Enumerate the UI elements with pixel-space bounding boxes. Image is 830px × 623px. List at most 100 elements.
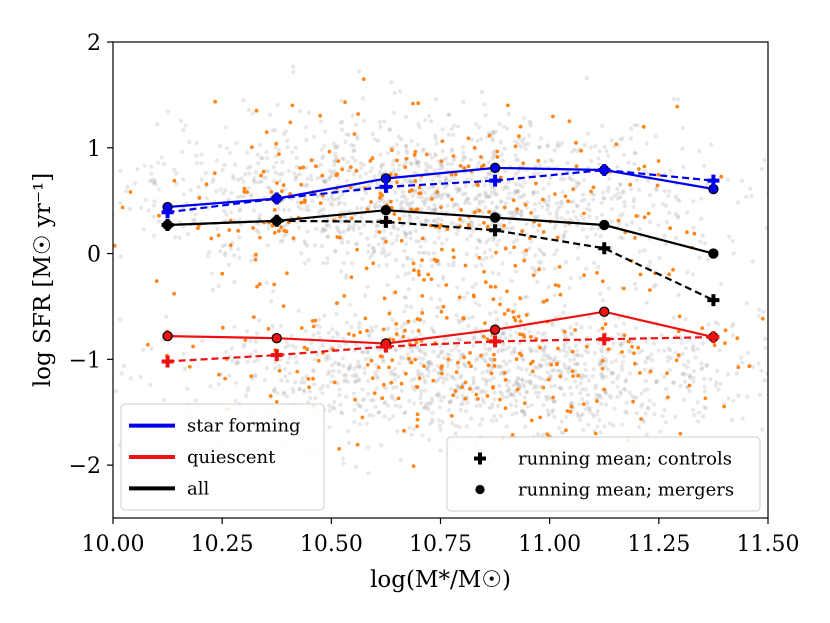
cloud-point	[509, 210, 514, 215]
cloud-point	[417, 272, 421, 277]
cloud-point	[559, 419, 565, 424]
cloud-point	[272, 388, 277, 393]
cloud-point	[412, 268, 416, 273]
cloud-point	[410, 193, 415, 198]
cloud-point	[516, 169, 521, 175]
cloud-point	[321, 178, 326, 183]
cloud-point	[264, 366, 269, 371]
cloud-point	[794, 356, 798, 360]
cloud-point	[458, 375, 463, 380]
cloud-point	[492, 235, 497, 240]
cloud-point	[442, 395, 447, 400]
cloud-point	[620, 367, 625, 372]
cloud-point	[795, 377, 799, 381]
cloud-point	[493, 192, 498, 197]
series-layer	[161, 162, 720, 368]
cloud-point	[335, 235, 340, 239]
cloud-point	[580, 192, 586, 197]
cloud-point	[257, 282, 262, 286]
cloud-point	[507, 388, 512, 393]
cloud-point	[574, 203, 579, 208]
cloud-point	[165, 109, 170, 114]
cloud-point	[503, 378, 508, 382]
cloud-point	[349, 324, 354, 330]
cloud-point	[377, 172, 382, 178]
cloud-point	[639, 417, 643, 421]
cloud-point	[494, 317, 500, 322]
cloud-point	[233, 162, 238, 167]
cloud-point	[463, 396, 468, 401]
cloud-point	[748, 186, 753, 191]
cloud-point	[220, 244, 225, 249]
cloud-point	[685, 210, 690, 215]
cloud-point	[521, 357, 526, 362]
cloud-point	[369, 200, 373, 204]
cloud-point	[542, 331, 547, 336]
cloud-point	[685, 365, 690, 370]
cloud-point	[352, 366, 357, 371]
cloud-point	[519, 213, 524, 218]
cloud-point	[531, 192, 536, 197]
cloud-point	[238, 194, 243, 199]
cloud-point	[634, 214, 639, 218]
cloud-point	[122, 363, 127, 368]
cloud-point	[399, 381, 404, 386]
cloud-point	[632, 351, 636, 356]
cloud-point	[455, 285, 460, 290]
cloud-point	[333, 360, 338, 365]
cloud-point	[453, 346, 458, 351]
cloud-point	[508, 402, 514, 408]
cloud-point	[610, 207, 615, 212]
cloud-point	[254, 108, 259, 113]
cloud-point	[402, 248, 407, 253]
cloud-point	[492, 414, 497, 419]
cloud-point	[567, 175, 572, 180]
cloud-point	[511, 383, 516, 388]
cloud-point	[394, 385, 399, 390]
cloud-point	[412, 401, 417, 406]
cloud-point	[275, 181, 279, 186]
cloud-point	[560, 140, 565, 146]
cloud-point	[554, 212, 559, 218]
cloud-point	[403, 114, 409, 120]
cloud-point	[335, 227, 340, 232]
cloud-point	[337, 362, 342, 367]
cloud-point	[663, 241, 668, 246]
cloud-point	[632, 161, 637, 166]
cloud-point	[405, 352, 410, 357]
cloud-point	[223, 125, 228, 130]
axes: 10.00 10.25 10.50 10.75 11.00 11.25 11.50−2−10…	[30, 31, 799, 593]
cloud-point	[511, 198, 516, 203]
cloud-point	[318, 201, 323, 206]
series-quiescent-controls	[161, 331, 720, 368]
cloud-point	[455, 337, 460, 342]
cloud-point	[383, 400, 388, 405]
cloud-point	[350, 155, 355, 160]
cloud-point	[460, 401, 466, 406]
series-point	[599, 306, 610, 317]
cloud-point	[683, 346, 689, 351]
cloud-point	[466, 196, 471, 201]
cloud-point	[562, 344, 567, 349]
cloud-point	[470, 315, 475, 320]
cloud-point	[309, 174, 314, 179]
cloud-point	[418, 349, 423, 354]
cloud-point	[629, 339, 635, 344]
cloud-point	[523, 424, 528, 429]
cloud-point	[690, 272, 696, 277]
cloud-point	[241, 194, 246, 199]
cloud-point	[537, 145, 542, 150]
cloud-point	[806, 376, 810, 380]
cloud-point	[306, 208, 311, 213]
cloud-point	[552, 414, 557, 419]
cloud-point	[181, 192, 187, 197]
cloud-point	[362, 371, 367, 376]
cloud-point	[445, 203, 450, 208]
cloud-point	[418, 244, 423, 249]
cloud-point	[327, 149, 332, 154]
cloud-point	[583, 387, 588, 392]
cloud-point	[419, 361, 424, 366]
cloud-point	[581, 216, 586, 221]
cloud-point	[437, 352, 442, 357]
